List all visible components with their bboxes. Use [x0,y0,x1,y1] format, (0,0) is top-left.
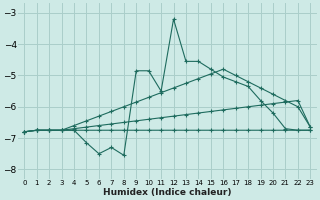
X-axis label: Humidex (Indice chaleur): Humidex (Indice chaleur) [103,188,232,197]
